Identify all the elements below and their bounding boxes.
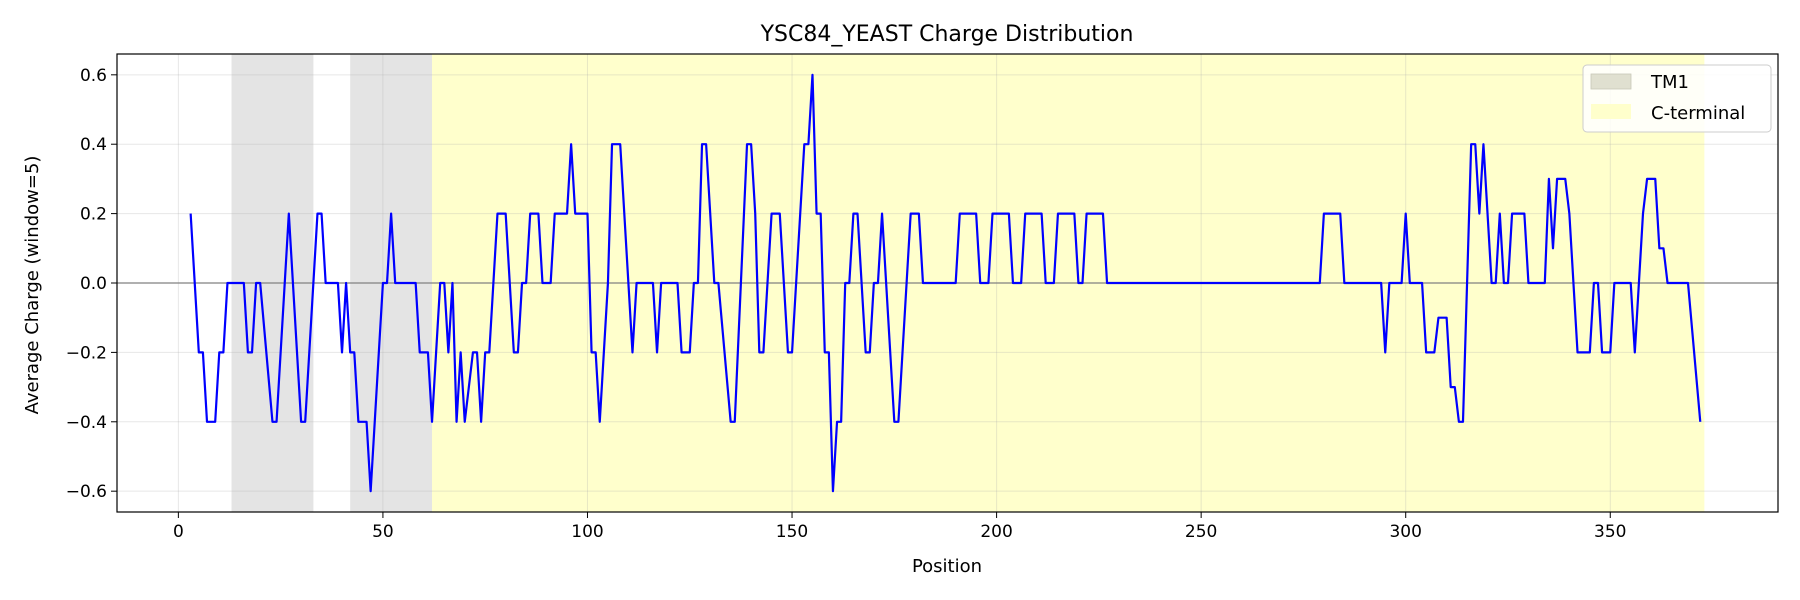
y-axis-label: Average Charge (window=5) xyxy=(22,156,43,415)
y-tick-label: −0.4 xyxy=(66,413,107,433)
x-tick-label: 50 xyxy=(372,522,394,542)
legend-label-tm1: TM1 xyxy=(1650,72,1689,93)
y-tick-label: 0.2 xyxy=(80,205,107,225)
y-tick-label: −0.6 xyxy=(66,482,107,502)
y-ticks: −0.6 −0.4 −0.2 0.0 0.2 0.4 0.6 xyxy=(66,66,117,502)
x-tick-label: 350 xyxy=(1594,522,1626,542)
x-tick-label: 0 xyxy=(173,522,184,542)
y-tick-label: 0.6 xyxy=(80,66,107,86)
x-tick-label: 200 xyxy=(980,522,1012,542)
x-tick-label: 100 xyxy=(571,522,603,542)
x-ticks: 0 50 100 150 200 250 300 350 xyxy=(173,512,1626,542)
legend-swatch-c-terminal xyxy=(1591,104,1631,119)
series-layer xyxy=(189,73,1702,493)
legend-label-c-terminal: C-terminal xyxy=(1651,103,1745,124)
chart-title: YSC84_YEAST Charge Distribution xyxy=(760,22,1134,47)
x-tick-label: 300 xyxy=(1389,522,1421,542)
x-tick-label: 150 xyxy=(776,522,808,542)
y-tick-label: −0.2 xyxy=(66,343,107,363)
y-tick-label: 0.0 xyxy=(80,274,107,294)
charge-series-line xyxy=(189,73,1702,493)
x-axis-label: Position xyxy=(912,556,982,577)
legend-swatch-tm1 xyxy=(1590,73,1632,90)
legend: TM1 C-terminal xyxy=(1582,64,1772,133)
x-tick-label: 250 xyxy=(1185,522,1217,542)
y-tick-label: 0.4 xyxy=(80,135,107,155)
